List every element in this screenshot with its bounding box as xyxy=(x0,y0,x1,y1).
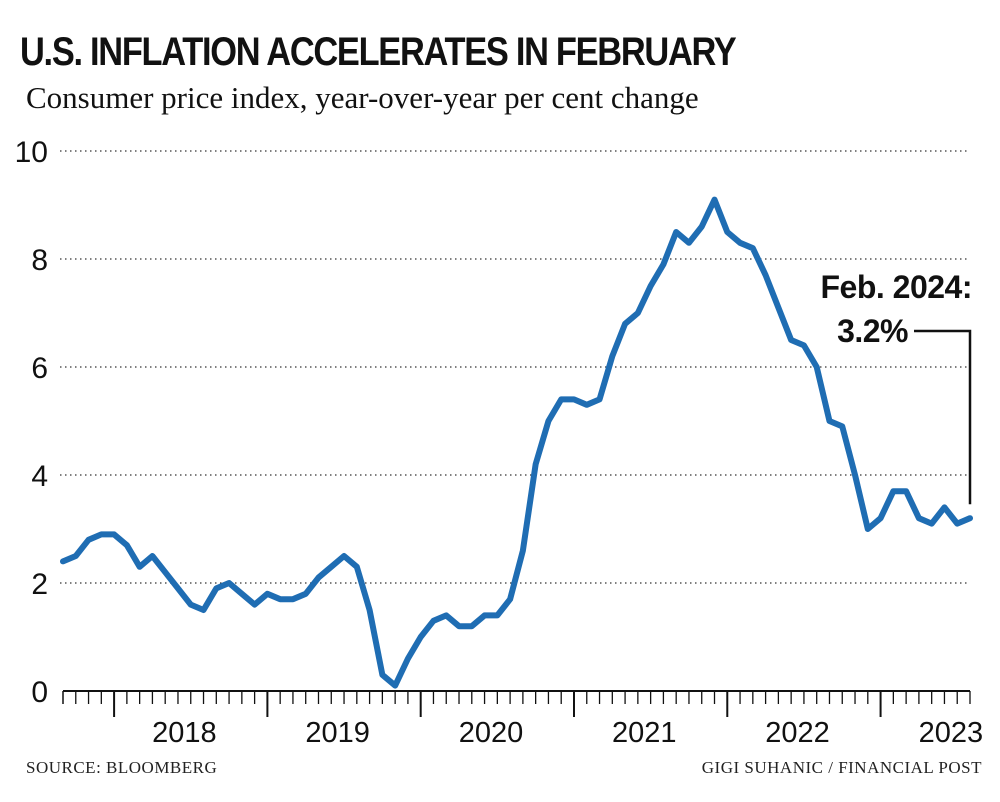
series xyxy=(60,196,973,689)
data-point xyxy=(967,515,973,521)
data-point xyxy=(648,283,654,289)
data-point xyxy=(903,488,909,494)
data-point xyxy=(392,683,398,689)
data-point xyxy=(405,656,411,662)
y-tick-label: 0 xyxy=(31,676,48,709)
data-point xyxy=(162,569,168,575)
data-point xyxy=(175,585,181,591)
data-point xyxy=(852,472,858,478)
x-year-label: 2020 xyxy=(459,717,524,749)
data-point xyxy=(482,612,488,618)
data-point xyxy=(814,364,820,370)
data-point xyxy=(264,591,270,597)
x-axis xyxy=(62,690,971,717)
x-year-label: 2021 xyxy=(612,717,677,749)
x-year-label: 2019 xyxy=(305,717,370,749)
data-point xyxy=(788,337,794,343)
y-tick-label: 6 xyxy=(31,352,48,385)
data-point xyxy=(341,553,347,559)
x-year-label: 2023 xyxy=(919,717,984,749)
y-tick-label: 10 xyxy=(15,136,48,169)
y-axis-tick-labels: 0 2 4 6 8 10 xyxy=(15,136,48,709)
data-point xyxy=(60,558,66,564)
data-point xyxy=(469,623,475,629)
data-point xyxy=(660,261,666,267)
data-point xyxy=(712,197,718,203)
data-point xyxy=(622,321,628,327)
data-point xyxy=(775,305,781,311)
annotation-value: 3.2% xyxy=(837,313,908,349)
data-point xyxy=(290,596,296,602)
data-point xyxy=(111,531,117,537)
data-point xyxy=(188,602,194,608)
x-year-label: 2022 xyxy=(765,717,830,749)
annotation-leader xyxy=(914,329,972,505)
data-point xyxy=(149,553,155,559)
data-point xyxy=(303,591,309,597)
x-axis-year-labels: 20182019202020212022202324 xyxy=(152,717,984,749)
gridlines xyxy=(60,150,970,584)
data-point xyxy=(277,596,283,602)
data-point xyxy=(367,607,373,613)
data-point xyxy=(699,224,705,230)
data-point xyxy=(801,342,807,348)
source-note: SOURCE: BLOOMBERG xyxy=(26,758,218,777)
data-point xyxy=(865,526,871,532)
data-point xyxy=(86,537,92,543)
data-point xyxy=(597,396,603,402)
data-point xyxy=(686,240,692,246)
annotation: Feb. 2024: 3.2% xyxy=(820,269,973,505)
data-point xyxy=(839,423,845,429)
data-point xyxy=(430,618,436,624)
data-point xyxy=(763,272,769,278)
data-point xyxy=(379,672,385,678)
data-point xyxy=(252,602,258,608)
data-point xyxy=(571,396,577,402)
annotation-label: Feb. 2024: xyxy=(820,269,972,305)
chart-subtitle: Consumer price index, year-over-year per… xyxy=(26,80,699,115)
data-point xyxy=(558,396,564,402)
data-point xyxy=(533,461,539,467)
data-point xyxy=(750,245,756,251)
y-tick-label: 8 xyxy=(31,244,48,277)
data-point xyxy=(354,564,360,570)
data-point xyxy=(890,488,896,494)
data-point xyxy=(418,634,424,640)
data-point xyxy=(201,607,207,613)
data-point xyxy=(124,542,130,548)
data-point xyxy=(226,580,232,586)
data-point xyxy=(545,418,551,424)
data-point xyxy=(507,596,513,602)
data-point xyxy=(456,623,462,629)
y-tick-label: 4 xyxy=(31,460,48,493)
data-point xyxy=(443,612,449,618)
data-point xyxy=(73,553,79,559)
data-point xyxy=(954,521,960,527)
data-point xyxy=(737,240,743,246)
data-point xyxy=(494,612,500,618)
data-point xyxy=(609,353,615,359)
data-point xyxy=(916,515,922,521)
data-point xyxy=(520,548,526,554)
data-point xyxy=(929,521,935,527)
data-point xyxy=(584,402,590,408)
data-point xyxy=(724,229,730,235)
credit-note: GIGI SUHANIC / FINANCIAL POST xyxy=(701,758,982,777)
data-point xyxy=(673,229,679,235)
data-point xyxy=(878,515,884,521)
cpi-series-line xyxy=(60,196,973,689)
x-year-label: 2018 xyxy=(152,717,217,749)
data-point xyxy=(826,418,832,424)
data-point xyxy=(635,310,641,316)
data-point xyxy=(941,504,947,510)
chart-title: U.S. INFLATION ACCELERATES IN FEBRUARY xyxy=(20,30,737,74)
data-point xyxy=(98,531,104,537)
data-point xyxy=(328,564,334,570)
y-tick-label: 2 xyxy=(31,568,48,601)
data-point xyxy=(137,564,143,570)
data-point xyxy=(239,591,245,597)
data-point xyxy=(213,585,219,591)
data-point xyxy=(315,575,321,581)
